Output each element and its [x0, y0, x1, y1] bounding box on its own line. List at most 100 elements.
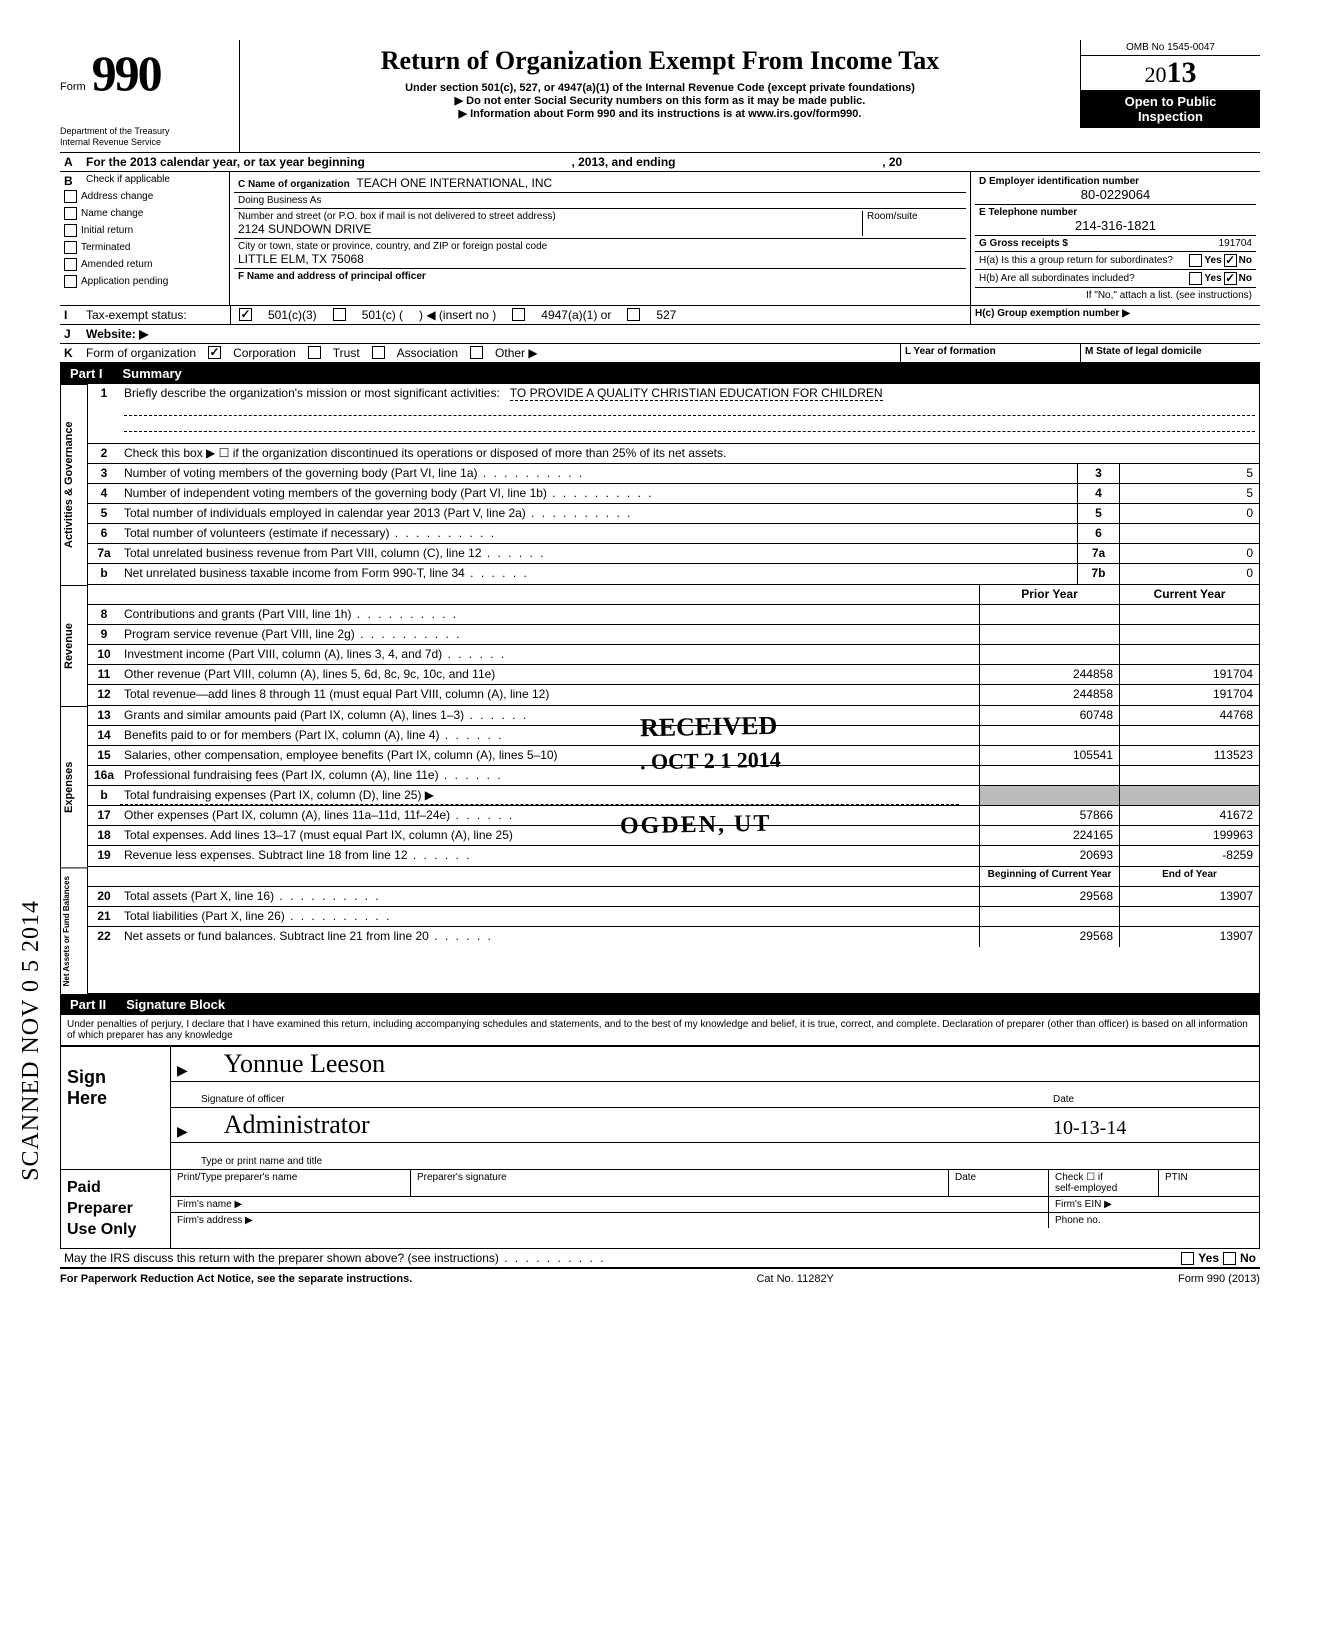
- col-c: C Name of organization TEACH ONE INTERNA…: [230, 172, 970, 305]
- opt-4947: 4947(a)(1) or: [541, 308, 611, 322]
- prep-name-label: Print/Type preparer's name: [171, 1170, 411, 1196]
- cb-other[interactable]: [470, 346, 483, 359]
- cb-ha-no[interactable]: [1224, 254, 1237, 267]
- line7b-text: Net unrelated business taxable income fr…: [120, 564, 1077, 584]
- gross-receipts: 191704: [1219, 238, 1252, 249]
- firm-phone-label: Phone no.: [1049, 1213, 1259, 1228]
- header-left: Form 990 Department of the Treasury Inte…: [60, 40, 240, 152]
- cb-ha-yes[interactable]: [1189, 254, 1202, 267]
- ln-18: 18: [88, 826, 120, 845]
- val-7b: 0: [1119, 564, 1259, 584]
- p12: 244858: [979, 685, 1119, 705]
- line3-text: Number of voting members of the governin…: [120, 464, 1077, 483]
- section-revenue: Revenue Prior YearCurrent Year 8Contribu…: [60, 585, 1260, 706]
- cb-name-change[interactable]: [64, 207, 77, 220]
- cb-4947[interactable]: [512, 308, 525, 321]
- cb-501c3[interactable]: [239, 308, 252, 321]
- firm-addr-label: Firm's address ▶: [171, 1213, 1049, 1228]
- c12: 191704: [1119, 685, 1259, 705]
- p10: [979, 645, 1119, 664]
- c9: [1119, 625, 1259, 644]
- b22: 29568: [979, 927, 1119, 947]
- section-netassets: Net Assets or Fund Balances Beginning of…: [60, 867, 1260, 994]
- line7a-text: Total unrelated business revenue from Pa…: [120, 544, 1077, 563]
- cb-trust[interactable]: [308, 346, 321, 359]
- cat-number: Cat No. 11282Y: [756, 1273, 833, 1285]
- p17: 57866: [979, 806, 1119, 825]
- open-line1: Open to Public: [1085, 94, 1256, 109]
- sign-block: Sign Here Yonnue Leeson Signature of off…: [60, 1045, 1260, 1170]
- p18: 224165: [979, 826, 1119, 845]
- ln-13: 13: [88, 706, 120, 725]
- cb-hb-yes[interactable]: [1189, 272, 1202, 285]
- cb-hb-no[interactable]: [1224, 272, 1237, 285]
- line6-text: Total number of volunteers (estimate if …: [120, 524, 1077, 543]
- check-if-applicable: Check if applicable: [86, 174, 170, 188]
- addr-value: 2124 SUNDOWN DRIVE: [238, 222, 862, 236]
- ln-16a: 16a: [88, 766, 120, 785]
- cb-address-change[interactable]: [64, 190, 77, 203]
- b20: 29568: [979, 887, 1119, 906]
- line9-text: Program service revenue (Part VIII, line…: [120, 625, 979, 644]
- cb-501c[interactable]: [333, 308, 346, 321]
- c13: 44768: [1119, 706, 1259, 725]
- line18-text: Total expenses. Add lines 13–17 (must eq…: [120, 826, 979, 845]
- ln-12: 12: [88, 685, 120, 705]
- cb-527[interactable]: [627, 308, 640, 321]
- cb-irs-yes[interactable]: [1181, 1252, 1194, 1265]
- p9: [979, 625, 1119, 644]
- cb-application-pending[interactable]: [64, 275, 77, 288]
- cb-initial-return[interactable]: [64, 224, 77, 237]
- ln-7a: 7a: [88, 544, 120, 563]
- stamp-scanned: SCANNED NOV 0 5 2014: [18, 900, 45, 1181]
- header-right: OMB No 1545-0047 2013 Open to Public Ins…: [1080, 40, 1260, 128]
- opt-trust: Trust: [333, 346, 360, 360]
- opt-initial-return: Initial return: [81, 225, 133, 236]
- form-word: Form: [60, 81, 86, 93]
- cb-irs-no[interactable]: [1223, 1252, 1236, 1265]
- opt-association: Association: [397, 346, 458, 360]
- type-name-label: Type or print name and title: [177, 1156, 322, 1167]
- part2-label: Part II: [70, 997, 106, 1012]
- label-j: J: [60, 325, 82, 343]
- val-4: 5: [1119, 484, 1259, 503]
- cb-terminated[interactable]: [64, 241, 77, 254]
- website-label: Website: ▶: [82, 325, 152, 343]
- p19: 20693: [979, 846, 1119, 866]
- label-m: M State of legal domicile: [1080, 344, 1260, 362]
- prep-ptin-label: PTIN: [1159, 1170, 1259, 1196]
- c16a: [1119, 766, 1259, 785]
- ref-3: 3: [1077, 464, 1119, 483]
- label-g: G Gross receipts $: [979, 238, 1068, 249]
- line13-text: Grants and similar amounts paid (Part IX…: [120, 706, 979, 725]
- head-end: End of Year: [1119, 867, 1259, 886]
- sig-officer-label: Signature of officer: [177, 1094, 1053, 1105]
- ln-19: 19: [88, 846, 120, 866]
- line21-text: Total liabilities (Part X, line 26): [120, 907, 979, 926]
- label-b: B: [64, 174, 86, 188]
- cb-corporation[interactable]: [208, 346, 221, 359]
- opt-amended: Amended return: [81, 259, 153, 270]
- label-hc: H(c) Group exemption number ▶: [970, 306, 1260, 324]
- part2-bar: Part II Signature Block: [60, 994, 1260, 1015]
- irs-discuss-row: May the IRS discuss this return with the…: [60, 1249, 1260, 1269]
- row-a-end: , 20: [882, 155, 902, 169]
- val-3: 5: [1119, 464, 1259, 483]
- cb-amended[interactable]: [64, 258, 77, 271]
- label-c: C Name of organization: [238, 179, 350, 190]
- side-revenue: Revenue: [60, 585, 88, 706]
- cb-association[interactable]: [372, 346, 385, 359]
- row-a-mid: , 2013, and ending: [571, 155, 675, 169]
- label-ha: H(a) Is this a group return for subordin…: [979, 255, 1187, 266]
- ln-14: 14: [88, 726, 120, 745]
- head-current: Current Year: [1119, 585, 1259, 604]
- part1-label: Part I: [70, 366, 103, 381]
- signature-cursive: Yonnue Leeson: [194, 1049, 1053, 1079]
- page-footer: For Paperwork Reduction Act Notice, see …: [60, 1269, 1260, 1285]
- p16b: [979, 786, 1119, 805]
- phone-value: 214-316-1821: [979, 218, 1252, 233]
- hb-no: No: [1239, 273, 1252, 284]
- line20-text: Total assets (Part X, line 16): [120, 887, 979, 906]
- dba-label: Doing Business As: [234, 193, 966, 209]
- p13: 60748: [979, 706, 1119, 725]
